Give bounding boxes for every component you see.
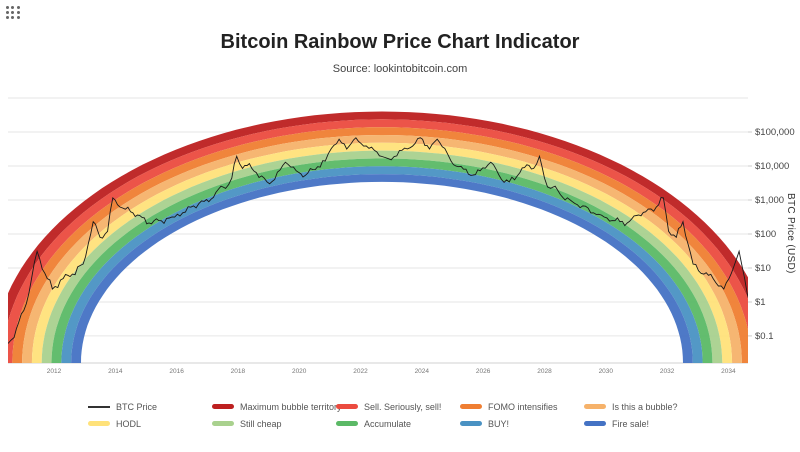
legend-label: Fire sale! (612, 418, 650, 429)
legend-item-is-this-a-bubble[interactable]: Is this a bubble? (584, 398, 708, 415)
legend-item-buy[interactable]: BUY! (460, 415, 584, 432)
legend-label: HODL (116, 418, 142, 429)
x-tick-label: 2022 (353, 368, 368, 375)
grid-dot (16, 11, 20, 14)
y-tick-label: $1,000 (755, 195, 784, 206)
legend-label: Maximum bubble territory (240, 401, 342, 412)
band-swatch (460, 421, 482, 426)
x-tick-label: 2032 (660, 368, 675, 375)
legend-label: BTC Price (116, 401, 158, 412)
grid-dot (6, 11, 9, 14)
y-tick-label: $100,000 (755, 127, 795, 138)
legend-label: Still cheap (240, 418, 282, 429)
btc-price-line (8, 137, 748, 344)
legend-label: FOMO intensifies (488, 401, 558, 412)
x-tick-label: 2014 (108, 368, 123, 375)
chart-source-subtitle: Source: lookintobitcoin.com (332, 63, 468, 75)
x-tick-label: 2028 (537, 368, 552, 375)
legend-label: Is this a bubble? (612, 401, 678, 412)
legend-label: Sell. Seriously, sell! (364, 401, 442, 412)
band-swatch (88, 421, 110, 426)
x-tick-label: 2026 (476, 368, 491, 375)
grid-dot (11, 6, 15, 9)
y-tick-label: $0.1 (755, 331, 774, 342)
grid-dot (16, 6, 20, 9)
band-swatch (584, 404, 606, 409)
band-swatch (584, 421, 606, 426)
legend-item-hodl[interactable]: HODL (88, 415, 212, 432)
grid-dot (6, 6, 9, 9)
y-tick-label: $10,000 (755, 161, 789, 172)
x-tick-label: 2016 (169, 368, 184, 375)
line-swatch (88, 405, 110, 408)
legend-item-maximum-bubble-territory[interactable]: Maximum bubble territory (212, 398, 342, 415)
legend-item-fomo-intensifies[interactable]: FOMO intensifies (460, 398, 584, 415)
y-tick-label: $1 (755, 297, 766, 308)
band-swatch (336, 404, 358, 409)
band-swatch (212, 404, 234, 409)
x-tick-label: 2018 (231, 368, 246, 375)
legend-item-accumulate[interactable]: Accumulate (336, 415, 460, 432)
band-swatch (212, 421, 234, 426)
y-tick-label: $100 (755, 229, 776, 240)
grid-dot (6, 16, 9, 19)
x-tick-label: 2034 (721, 368, 736, 375)
legend-item-sell-seriously-sell[interactable]: Sell. Seriously, sell! (336, 398, 460, 415)
grid-menu-icon[interactable] (6, 6, 20, 19)
grid-dot (11, 16, 15, 19)
grid-dot (16, 16, 20, 19)
legend-label: Accumulate (364, 418, 412, 429)
y-tick-label: $10 (755, 263, 771, 274)
chart-legend: BTC Price Maximum bubble territory Sell. S… (88, 398, 718, 432)
grid-dot (11, 11, 15, 14)
page-title: Bitcoin Rainbow Price Chart Indicator (220, 31, 580, 53)
x-tick-label: 2024 (415, 368, 430, 375)
x-tick-label: 2012 (47, 368, 62, 375)
legend-item-fire-sale[interactable]: Fire sale! (584, 415, 708, 432)
band-swatch (460, 404, 482, 409)
x-tick-label: 2030 (599, 368, 614, 375)
y-axis-title: BTC Price (USD) (785, 192, 796, 274)
legend-item-btc-price[interactable]: BTC Price (88, 398, 212, 415)
legend-label: BUY! (488, 418, 510, 429)
x-tick-label: 2020 (292, 368, 307, 375)
legend-item-still-cheap[interactable]: Still cheap (212, 415, 336, 432)
band-swatch (336, 421, 358, 426)
